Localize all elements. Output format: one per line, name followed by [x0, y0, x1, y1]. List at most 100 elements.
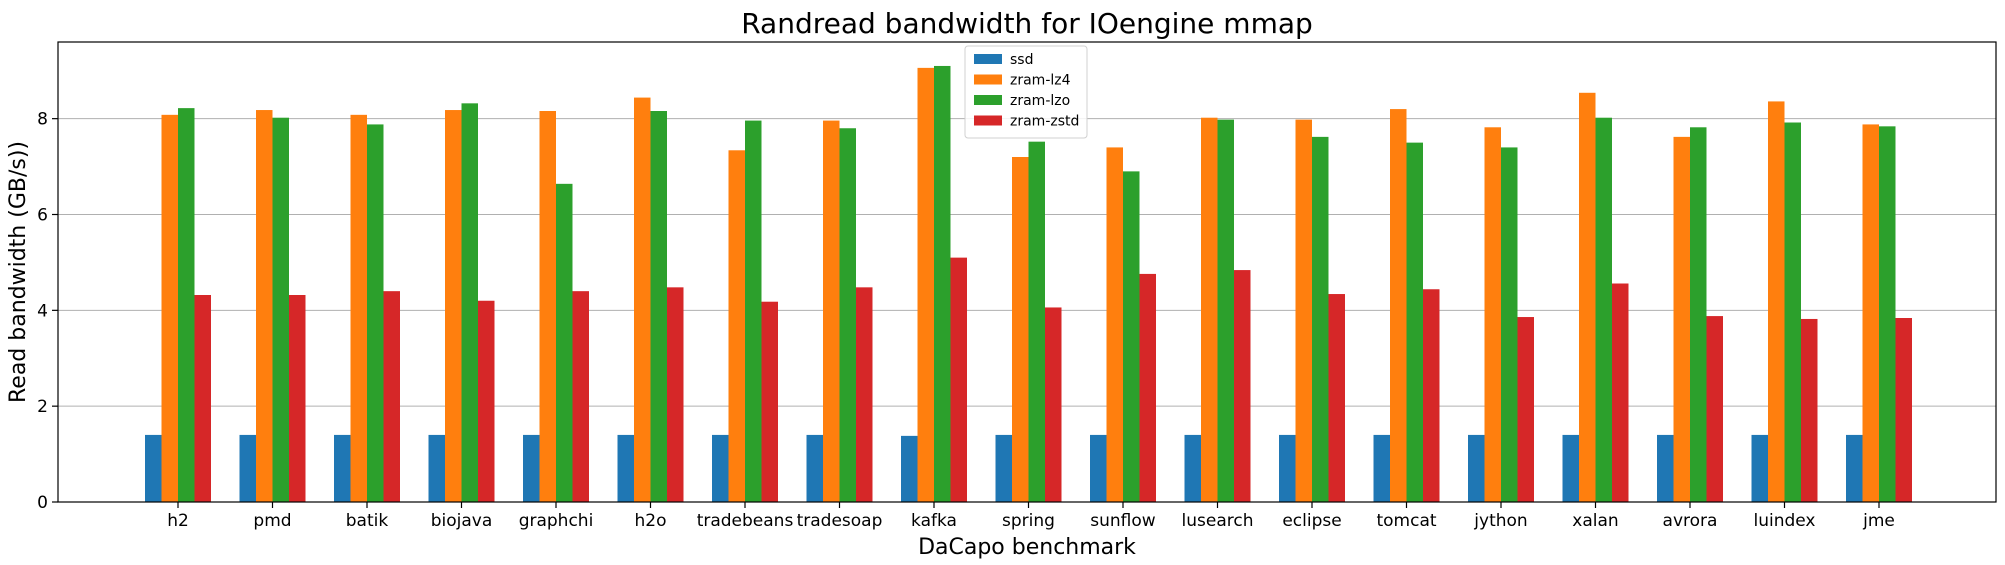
bar-zram-lzo: [1123, 171, 1140, 502]
bar-ssd: [1373, 434, 1390, 502]
bar-zram-lz4: [161, 114, 178, 502]
legend-swatch: [974, 115, 1002, 126]
bar-zram-zstd: [383, 291, 400, 502]
bar-ssd: [1657, 434, 1674, 502]
bar-ssd: [1468, 434, 1485, 502]
bar-zram-lz4: [539, 111, 556, 502]
bar-zram-lz4: [1579, 92, 1596, 503]
y-tick-label: 2: [37, 397, 48, 417]
bar-zram-lzo: [650, 111, 667, 502]
bar-zram-lzo: [1028, 141, 1045, 502]
legend: ssd zram-lz4 zram-lzo zram-zstd: [964, 45, 1088, 139]
x-tick-label: tradebeans: [697, 511, 794, 531]
bar-zram-zstd: [1423, 289, 1440, 502]
legend-label: zram-zstd: [1010, 114, 1079, 130]
bar-zram-lz4: [1390, 109, 1407, 502]
bar-zram-lzo: [934, 65, 951, 502]
bar-ssd: [239, 434, 256, 502]
x-axis: h2 pmd batik biojava graphchi h2o tradebeans tr…: [167, 502, 1895, 531]
bar-zram-lz4: [1768, 101, 1785, 503]
plot-frame: [57, 41, 1997, 503]
bar-ssd: [806, 434, 823, 502]
bar-zram-lz4: [445, 110, 462, 503]
bar-zram-lz4: [1862, 124, 1879, 503]
bar-zram-lzo: [1690, 127, 1707, 503]
bar-zram-lz4: [917, 67, 934, 502]
y-axis: 0 2 4 6 8: [37, 110, 58, 513]
x-tick-label: pmd: [253, 511, 291, 531]
bar-zram-lz4: [256, 110, 273, 503]
x-tick-label: xalan: [1572, 511, 1618, 531]
bar-zram-lzo: [178, 108, 195, 502]
legend-swatch: [974, 95, 1002, 105]
bar-zram-lz4: [1673, 136, 1690, 502]
x-tick-label: jython: [1473, 511, 1527, 531]
x-tick-label: jme: [1862, 511, 1895, 531]
bar-zram-lzo: [1217, 119, 1234, 502]
bar-zram-lzo: [1312, 136, 1329, 502]
chart-title: Randread bandwidth for IOengine mmap: [741, 7, 1313, 40]
bar-zram-lzo: [461, 103, 478, 502]
y-tick-label: 6: [37, 206, 48, 226]
y-tick-label: 4: [37, 301, 48, 321]
bar-zram-lz4: [350, 114, 367, 502]
x-axis-title: DaCapo benchmark: [918, 535, 1136, 560]
bar-zram-lz4: [728, 150, 745, 502]
x-tick-label: tradesoap: [797, 511, 883, 531]
bar-zram-zstd: [1801, 318, 1818, 502]
bars: [145, 65, 1912, 503]
bar-zram-lzo: [1595, 117, 1612, 502]
x-tick-label: biojava: [431, 511, 493, 531]
bar-ssd: [1090, 434, 1107, 502]
bar-zram-lz4: [1201, 117, 1218, 502]
bar-zram-zstd: [667, 287, 684, 502]
bar-zram-zstd: [1328, 294, 1345, 502]
bar-zram-zstd: [478, 300, 495, 502]
y-tick-label: 8: [37, 110, 48, 130]
bar-ssd: [901, 435, 918, 502]
bar-zram-lz4: [1295, 119, 1312, 502]
bar-zram-zstd: [1234, 270, 1251, 502]
x-tick-label: luindex: [1753, 511, 1815, 531]
bar-zram-zstd: [1517, 317, 1534, 502]
bar-zram-zstd: [1045, 307, 1062, 502]
bar-zram-lz4: [823, 120, 840, 502]
bar-zram-lzo: [839, 128, 856, 502]
bar-zram-zstd: [761, 301, 778, 502]
x-tick-label: sunflow: [1090, 511, 1156, 531]
x-tick-label: eclipse: [1282, 511, 1341, 531]
bar-zram-lz4: [1106, 147, 1123, 502]
bar-zram-zstd: [1895, 318, 1912, 502]
bar-zram-zstd: [1706, 316, 1723, 502]
bar-zram-lzo: [556, 183, 573, 503]
bar-zram-lzo: [1406, 142, 1423, 502]
legend-box: [964, 45, 1088, 139]
y-axis-title: Read bandwidth (GB/s)): [6, 141, 31, 403]
bar-zram-lz4: [1012, 157, 1029, 502]
legend-label: zram-lz4: [1010, 73, 1071, 89]
x-tick-label: batik: [346, 511, 389, 531]
legend-swatch: [974, 74, 1002, 85]
bar-zram-zstd: [1612, 283, 1629, 502]
bar-zram-zstd: [289, 295, 306, 502]
bar-ssd: [1751, 434, 1768, 502]
bar-zram-lzo: [272, 117, 289, 502]
bar-zram-zstd: [856, 287, 873, 502]
bar-ssd: [1279, 434, 1296, 502]
legend-swatch: [974, 54, 1002, 64]
bar-ssd: [428, 434, 445, 502]
bar-ssd: [712, 434, 729, 502]
bar-zram-lzo: [745, 120, 762, 502]
bar-ssd: [334, 434, 351, 502]
bar-ssd: [1562, 434, 1579, 502]
legend-label: zram-lzo: [1010, 93, 1070, 109]
legend-label: ssd: [1010, 52, 1033, 68]
bar-zram-lz4: [634, 97, 651, 502]
bar-zram-zstd: [950, 257, 967, 502]
bar-zram-lzo: [1501, 147, 1518, 502]
x-tick-label: graphchi: [519, 511, 594, 531]
bar-ssd: [1846, 434, 1863, 502]
bar-zram-zstd: [1139, 273, 1156, 502]
bar-ssd: [145, 434, 162, 502]
bar-zram-lz4: [1484, 127, 1501, 503]
